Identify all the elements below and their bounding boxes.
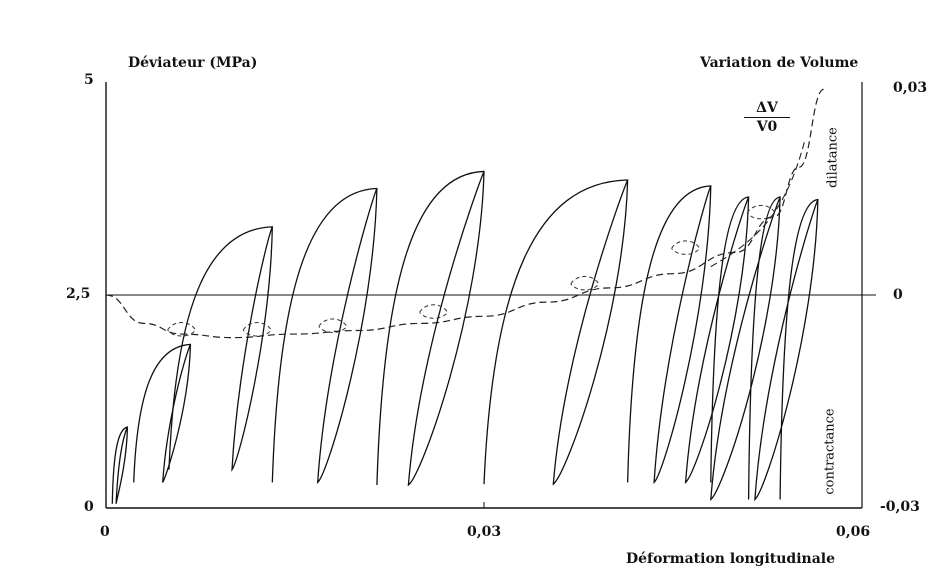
volume-cycle-loop-7 (746, 204, 776, 220)
y-left-tick-5: 5 (84, 72, 94, 88)
deviator-loop-9 (710, 196, 781, 501)
deviator-loop-5 (376, 170, 485, 487)
x-tick-0: 0 (100, 524, 110, 540)
deviator-loop-8 (684, 196, 750, 484)
volume-variation-curve (105, 88, 825, 339)
y-right-tick-zero: 0 (893, 287, 903, 303)
y-left-tick-2-5: 2,5 (66, 286, 91, 302)
y-right-tick-min: -0,03 (880, 499, 920, 515)
deviator-loop-6 (483, 179, 629, 486)
deviator-loop-4 (271, 187, 378, 485)
dilatance-label: dilatance (825, 127, 841, 188)
x-tick-0-03: 0,03 (467, 524, 502, 540)
deviator-loop-1 (111, 426, 129, 504)
delta-v-label: ΔV (744, 100, 790, 118)
x-tick-0-06: 0,06 (836, 524, 871, 540)
deviator-loop-2 (133, 343, 192, 483)
volume-cycle-loop-4 (419, 304, 449, 319)
volume-cycle-loop-5 (570, 275, 600, 291)
deviator-loop-10 (754, 198, 819, 502)
deviator-loop-3 (168, 226, 273, 472)
volume-cycle-loop-2 (242, 322, 272, 337)
volume-cycle-loop-1 (167, 322, 197, 337)
y-left-tick-0: 0 (84, 499, 94, 515)
delta-v-over-v0: ΔV V0 (744, 100, 790, 135)
y-right-tick-max: 0,03 (893, 80, 928, 96)
volume-cycle-loop-6 (671, 240, 701, 255)
v0-label: V0 (756, 119, 778, 135)
left-axis-title: Déviateur (MPa) (128, 55, 258, 71)
right-axis-title: Variation de Volume (700, 55, 859, 71)
x-axis-title: Déformation longitudinale (626, 551, 836, 567)
volume-cycle-loop-3 (318, 318, 348, 333)
contractance-label: contractance (822, 408, 838, 495)
deviator-loop-7 (626, 185, 712, 485)
